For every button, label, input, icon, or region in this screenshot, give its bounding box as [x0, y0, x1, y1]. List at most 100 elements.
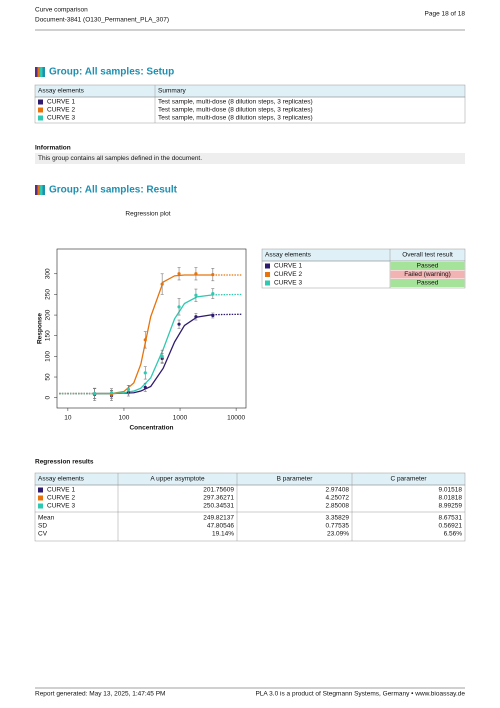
data-point: [211, 273, 215, 277]
y-tick-label: 100: [45, 351, 52, 362]
results-title: Regression results: [35, 459, 94, 466]
data-point: [160, 282, 164, 286]
cell-value: 249.82137: [203, 515, 234, 522]
color-swatch: [38, 495, 43, 501]
cell-value: 2.85008: [326, 503, 350, 510]
color-swatch: [38, 503, 43, 509]
color-swatch: [38, 107, 43, 113]
section-icon: [35, 67, 45, 77]
color-swatch: [265, 280, 270, 286]
data-point: [194, 272, 198, 276]
column-header: Assay elements: [265, 252, 312, 259]
cell-value: 250.34531: [203, 503, 234, 510]
cell-value: 0.77535: [326, 523, 350, 530]
table-header-bg: [34, 84, 466, 98]
result-bg: [390, 279, 465, 287]
data-point: [143, 338, 147, 342]
data-point: [109, 391, 114, 395]
row-name: CURVE 1: [47, 99, 75, 106]
test-result: Passed: [417, 280, 439, 287]
cell-value: 8.67531: [439, 515, 463, 522]
column-header: Assay elements: [38, 88, 85, 95]
y-tick-label: 50: [45, 373, 52, 381]
data-point: [211, 313, 215, 318]
row-name: CURVE 1: [47, 487, 75, 494]
row-name: CV: [38, 531, 48, 538]
y-tick-label: 0: [45, 395, 52, 399]
row-name: SD: [38, 523, 47, 530]
cell-value: 4.25072: [326, 495, 350, 502]
fit-curve: [94, 314, 213, 395]
row-name: CURVE 2: [47, 495, 75, 502]
cell-value: 201.75609: [203, 487, 234, 494]
cell-value: 6.56%: [444, 531, 463, 538]
row-name: CURVE 3: [274, 280, 302, 287]
x-axis-label: Concentration: [129, 425, 173, 432]
row-summary: Test sample, multi-dose (8 dilution step…: [158, 99, 313, 106]
x-tick-label: 10: [64, 415, 72, 422]
data-point: [143, 385, 147, 389]
x-tick-label: 10000: [227, 415, 245, 422]
column-header: B parameter: [277, 476, 314, 483]
footer-generated: Report generated: May 13, 2025, 1:47:45 …: [35, 691, 165, 698]
test-result: Passed: [417, 263, 439, 270]
page-number: Page 18 of 18: [425, 11, 466, 18]
row-summary: Test sample, multi-dose (8 dilution step…: [158, 115, 313, 122]
table-body: [34, 96, 466, 124]
data-point: [160, 354, 164, 358]
data-point: [177, 272, 181, 276]
y-axis-label: Response: [37, 313, 44, 344]
row-name: CURVE 2: [274, 271, 302, 278]
table-body: [261, 260, 466, 289]
data-point: [143, 371, 147, 375]
color-swatch: [38, 99, 43, 105]
data-point: [93, 391, 97, 396]
column-header: Assay elements: [38, 476, 85, 483]
color-swatch: [38, 115, 43, 121]
column-header: A upper asymptote: [150, 476, 205, 483]
row-name: Mean: [38, 515, 55, 522]
y-tick-label: 200: [45, 309, 52, 320]
cell-value: 3.35829: [326, 515, 350, 522]
cell-value: 297.36271: [203, 495, 234, 502]
test-result: Failed (warning): [404, 271, 451, 278]
data-point: [177, 305, 181, 309]
section-title: Group: All samples: Setup: [49, 67, 174, 78]
result-bg: [390, 262, 465, 270]
row-name: CURVE 3: [47, 115, 75, 122]
fit-curve: [94, 294, 213, 395]
header-title: Curve comparison: [35, 7, 88, 14]
color-swatch: [265, 263, 270, 269]
info-bg: [35, 153, 465, 164]
data-point: [211, 292, 215, 296]
chart-title: Regression plot: [125, 211, 170, 218]
color-swatch: [265, 272, 270, 277]
cell-value: 47.80546: [207, 523, 234, 530]
row-name: CURVE 2: [47, 107, 75, 114]
section-icon: [35, 185, 45, 195]
column-header: Summary: [158, 88, 187, 95]
section-title: Group: All samples: Result: [49, 185, 178, 196]
footer-product: PLA 3.0 is a product of Stegmann Systems…: [255, 691, 465, 698]
column-header: C parameter: [390, 476, 427, 483]
y-tick-label: 150: [45, 330, 52, 341]
data-point: [177, 322, 181, 326]
cell-value: 9.01518: [439, 487, 463, 494]
row-name: CURVE 1: [274, 263, 302, 270]
data-point: [194, 315, 198, 319]
y-tick-label: 250: [45, 289, 52, 300]
document-id: Document-3841 (O130_Permanent_PLA_307): [35, 17, 169, 24]
info-title: Information: [35, 145, 71, 152]
info-text: This group contains all samples defined …: [38, 155, 202, 162]
cell-value: 19.14%: [212, 531, 234, 538]
data-point: [126, 387, 130, 392]
x-tick-label: 1000: [173, 415, 188, 422]
table-body: [34, 484, 466, 542]
cell-value: 23.09%: [327, 531, 349, 538]
y-tick-label: 300: [45, 268, 52, 279]
cell-value: 0.56921: [439, 523, 463, 530]
result-bg: [390, 270, 465, 279]
plot-frame: [56, 248, 247, 409]
